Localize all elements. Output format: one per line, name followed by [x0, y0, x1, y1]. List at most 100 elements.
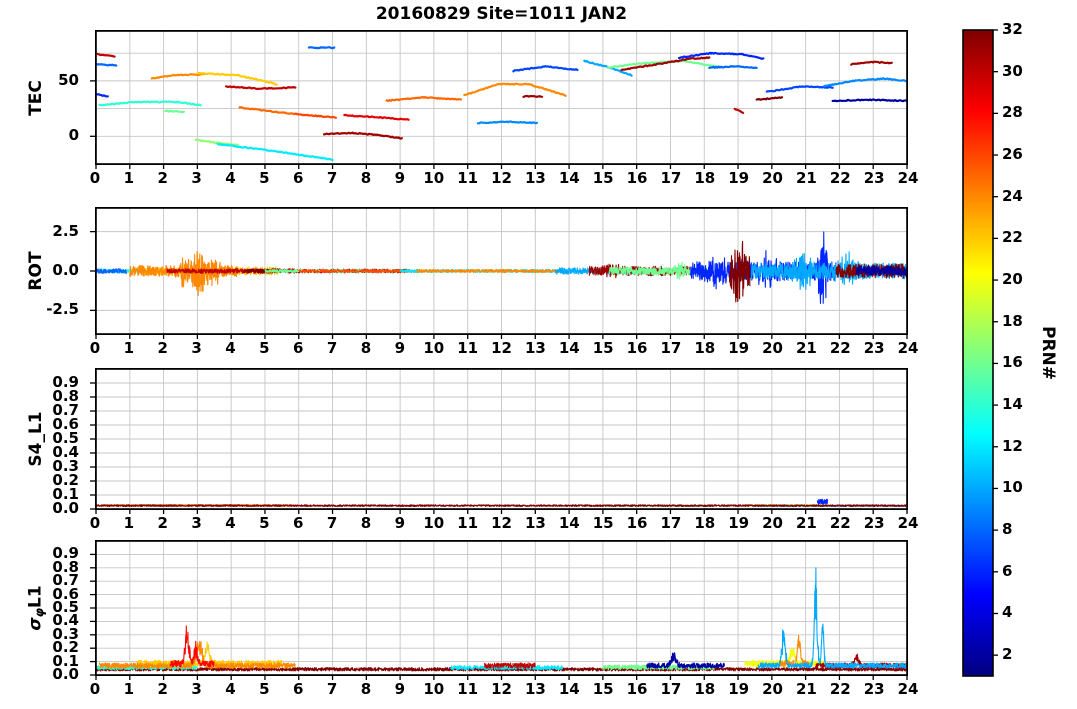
- x-tick-label: 5: [259, 680, 270, 698]
- x-tick-label: 16: [626, 514, 648, 532]
- x-tick-label: 20: [762, 514, 783, 532]
- phi-subscript: φ: [32, 608, 47, 618]
- ylabel-rot: ROT: [26, 251, 46, 291]
- x-tick-label: 9: [394, 169, 406, 187]
- x-tick-label: 1: [123, 514, 135, 532]
- x-tick-label: 10: [423, 514, 445, 532]
- x-tick-label: 8: [360, 680, 372, 698]
- x-tick-label: 2: [157, 680, 168, 698]
- x-tick-label: 12: [491, 169, 512, 187]
- x-tick-label: 0: [89, 680, 101, 698]
- x-tick-label: 6: [293, 514, 304, 532]
- x-tick-label: 21: [795, 339, 817, 357]
- colorbar-tick-label: 22: [1002, 228, 1023, 247]
- x-tick-label: 5: [259, 169, 270, 187]
- colorbar-tick-label: 8: [1002, 520, 1013, 539]
- x-tick-label: 3: [191, 680, 202, 698]
- sigma-phi-l1-plot-canvas: [85, 540, 910, 685]
- x-tick-label: 1: [123, 169, 135, 187]
- x-tick-label: 1: [123, 680, 135, 698]
- y-tick-label: 0.0: [52, 499, 79, 517]
- s4-l1-plot-canvas: [85, 368, 910, 519]
- x-tick-label: 6: [293, 169, 304, 187]
- y-tick-label: 0: [68, 126, 79, 145]
- x-tick-label: 11: [457, 169, 479, 187]
- x-tick-label: 2: [157, 514, 168, 532]
- x-tick-label: 19: [728, 339, 750, 357]
- x-tick-label: 13: [524, 680, 546, 698]
- x-tick-label: 9: [394, 514, 406, 532]
- x-tick-label: 8: [360, 169, 372, 187]
- x-tick-label: 15: [592, 339, 614, 357]
- x-tick-label: 24: [897, 680, 919, 698]
- x-tick-label: 14: [558, 339, 580, 357]
- l1-text: L1: [25, 585, 46, 609]
- x-tick-label: 13: [524, 339, 546, 357]
- ylabel-s4-l1: S4_L1: [26, 411, 46, 467]
- x-tick-label: 11: [457, 514, 479, 532]
- x-tick-label: 18: [694, 680, 716, 698]
- x-tick-label: 17: [660, 680, 682, 698]
- x-tick-label: 0: [89, 514, 101, 532]
- tec-plot-canvas: [85, 30, 910, 174]
- x-tick-label: 4: [225, 514, 236, 532]
- x-tick-label: 19: [728, 169, 750, 187]
- y-tick-label: 0.8: [52, 387, 79, 405]
- x-tick-label: 18: [694, 514, 716, 532]
- y-tick-label: 0.2: [52, 471, 79, 489]
- x-tick-label: 17: [660, 339, 682, 357]
- y-tick-label: 2.5: [52, 221, 79, 240]
- x-tick-label: 7: [326, 680, 338, 698]
- colorbar-gradient-canvas: [962, 29, 1000, 677]
- x-tick-label: 9: [394, 339, 406, 357]
- x-tick-label: 20: [762, 680, 783, 698]
- x-tick-label: 3: [191, 339, 202, 357]
- x-tick-label: 4: [225, 339, 236, 357]
- colorbar-tick-label: 12: [1002, 436, 1023, 455]
- y-tick-label: 0.2: [52, 638, 79, 657]
- x-tick-label: 12: [491, 680, 512, 698]
- ylabel-tec: TEC: [26, 79, 46, 116]
- colorbar-tick-label: 20: [1002, 270, 1023, 289]
- colorbar-tick-label: 18: [1002, 311, 1023, 330]
- x-tick-label: 24: [897, 169, 919, 187]
- x-tick-label: 15: [592, 169, 614, 187]
- colorbar-tick-label: 14: [1002, 395, 1023, 414]
- colorbar-tick-label: 16: [1002, 353, 1023, 372]
- x-tick-label: 8: [360, 339, 372, 357]
- chart-title: 20160829 Site=1011 JAN2: [375, 4, 628, 24]
- x-tick-label: 4: [225, 680, 236, 698]
- colorbar-tick-label: 10: [1002, 478, 1023, 497]
- x-tick-label: 2: [157, 339, 168, 357]
- colorbar-label: PRN#: [1038, 325, 1058, 381]
- x-tick-label: 15: [592, 680, 614, 698]
- y-tick-label: 0.0: [52, 665, 79, 683]
- y-tick-label: -2.5: [46, 300, 79, 319]
- colorbar-tick-label: 6: [1002, 561, 1013, 580]
- y-tick-label: 0.1: [52, 651, 79, 670]
- x-tick-label: 20: [762, 339, 783, 357]
- ylabel-sigma-phi-l1: σφL1: [26, 585, 47, 630]
- colorbar-tick-label: 26: [1002, 145, 1023, 164]
- x-tick-label: 16: [626, 680, 648, 698]
- rot-plot-canvas: [85, 207, 910, 344]
- x-tick-label: 23: [863, 514, 885, 532]
- x-tick-label: 12: [491, 514, 512, 532]
- y-tick-label: 0.9: [52, 373, 79, 391]
- x-tick-label: 17: [660, 169, 682, 187]
- x-tick-label: 8: [360, 514, 372, 532]
- colorbar-tick-label: 30: [1002, 61, 1023, 80]
- x-tick-label: 13: [524, 514, 546, 532]
- x-tick-label: 6: [293, 339, 304, 357]
- y-tick-label: 0.1: [52, 485, 79, 503]
- x-tick-label: 5: [259, 514, 270, 532]
- x-tick-label: 3: [191, 514, 202, 532]
- x-tick-label: 23: [863, 680, 885, 698]
- x-tick-label: 5: [259, 339, 270, 357]
- x-tick-label: 11: [457, 680, 479, 698]
- colorbar-tick-label: 2: [1002, 645, 1013, 664]
- x-tick-label: 16: [626, 339, 648, 357]
